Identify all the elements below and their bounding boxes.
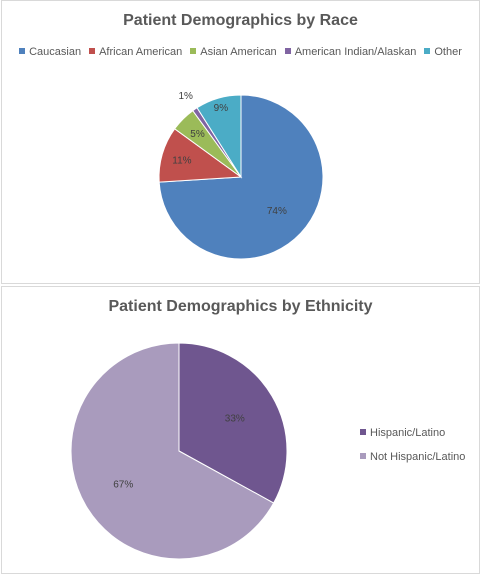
race-legend-swatch-asian-american — [190, 48, 197, 55]
race-legend-item-african-american: African American — [89, 46, 182, 58]
race-slice-other — [196, 94, 242, 179]
race-legend-swatch-american-indian-alaskan — [284, 48, 291, 55]
race-legend-swatch-other — [424, 48, 431, 55]
race-slice-label-american-indian-alaskan: 1% — [178, 91, 193, 102]
race-legend: Caucasian African American Asian American A… — [2, 46, 479, 58]
race-slice-label-caucasian: 74% — [267, 206, 287, 217]
race-legend-item-caucasian: Caucasian — [19, 46, 81, 58]
race-legend-swatch-african-american — [89, 48, 96, 55]
ethnicity-legend-item-not-hispanic-latino: Not Hispanic/Latino — [360, 451, 465, 463]
race-legend-item-american-indian-alaskan: American Indian/Alaskan — [284, 46, 417, 58]
ethnicity-legend-item-hispanic-latino: Hispanic/Latino — [360, 427, 465, 439]
race-legend-label-caucasian: Caucasian — [29, 46, 82, 58]
race-chart-panel: Patient Demographics by Race Caucasian Af… — [1, 0, 480, 284]
ethnicity-legend-swatch-not-hispanic-latino — [360, 453, 366, 460]
ethnicity-slice-label-hispanic-latino: 33% — [225, 414, 245, 425]
race-legend-label-asian-american: Asian American — [200, 46, 277, 58]
ethnicity-legend-swatch-hispanic-latino — [360, 429, 366, 436]
race-chart-title: Patient Demographics by Race — [123, 12, 358, 29]
ethnicity-pie-chart: 33% 67% — [70, 342, 288, 560]
ethnicity-legend-label-not-hispanic-latino: Not Hispanic/Latino — [370, 451, 466, 463]
race-pie-chart: 74% 11% 5% 1% 9% — [158, 91, 324, 260]
race-legend-swatch-caucasian — [19, 48, 26, 55]
ethnicity-slice-label-not-hispanic-latino: 67% — [113, 479, 133, 490]
ethnicity-chart-panel: Patient Demographics by Ethnicity 33% 67%… — [1, 286, 480, 574]
race-legend-item-other: Other — [424, 46, 462, 58]
race-legend-label-american-indian-alaskan: American Indian/Alaskan — [294, 46, 417, 58]
ethnicity-slice-not-hispanic-latino — [70, 342, 275, 560]
race-legend-label-african-american: African American — [99, 46, 183, 58]
ethnicity-legend: Hispanic/Latino Not Hispanic/Latino — [360, 427, 465, 475]
ethnicity-legend-label-hispanic-latino: Hispanic/Latino — [370, 427, 446, 439]
race-slice-label-african-american: 11% — [172, 155, 191, 166]
race-legend-item-asian-american: Asian American — [190, 46, 277, 58]
race-legend-label-other: Other — [434, 46, 462, 58]
ethnicity-chart-title: Patient Demographics by Ethnicity — [108, 298, 373, 315]
race-slice-label-other: 9% — [214, 103, 229, 114]
race-slice-label-asian-american: 5% — [190, 129, 205, 140]
ethnicity-slice-hispanic-latino — [178, 342, 288, 504]
